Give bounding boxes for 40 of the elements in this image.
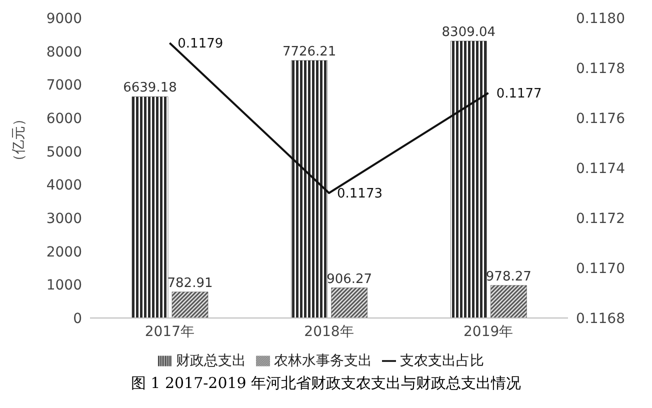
y-tick-label: 9000 bbox=[46, 10, 82, 27]
bar bbox=[172, 292, 208, 318]
y-tick-label: 5000 bbox=[46, 144, 82, 160]
y2-tick-label: 0.1170 bbox=[576, 260, 625, 277]
y2-tick-label: 0.1172 bbox=[576, 210, 625, 227]
y-tick-label: 1000 bbox=[46, 278, 82, 294]
y2-tick-label: 0.1178 bbox=[576, 60, 625, 77]
data-label: 6639.18 bbox=[123, 80, 177, 96]
y-tick-label: 7000 bbox=[46, 78, 82, 94]
y2-tick-label: 0.1168 bbox=[576, 310, 625, 327]
bar bbox=[132, 96, 168, 318]
bar bbox=[490, 285, 527, 318]
data-label: 0.1173 bbox=[337, 186, 382, 202]
legend-label: 财政总支出 bbox=[176, 353, 246, 369]
text: 图 1 2017-2019 年河北省财政支农支出与财政总支出情况 bbox=[130, 374, 522, 393]
x-tick-label: 2017年 bbox=[144, 324, 194, 340]
y2-tick-label: 0.1176 bbox=[576, 110, 626, 127]
y2-tick-label: 0.1180 bbox=[576, 10, 625, 27]
legend-label: 支农支出占比 bbox=[400, 353, 484, 369]
y-axis-title: （亿元） bbox=[10, 112, 27, 168]
y-tick-label: 2000 bbox=[46, 244, 82, 260]
x-tick-label: 2018年 bbox=[304, 324, 354, 340]
data-label: 0.1179 bbox=[178, 36, 224, 52]
data-label: 8309.04 bbox=[442, 25, 496, 40]
y2-tick-label: 0.1174 bbox=[576, 160, 626, 177]
data-label: 782.91 bbox=[167, 276, 213, 291]
bar bbox=[331, 288, 368, 318]
y-tick-label: 0 bbox=[73, 310, 82, 327]
y-tick-label: 4000 bbox=[46, 178, 82, 194]
data-label: 7726.21 bbox=[282, 44, 336, 60]
data-label: 978.27 bbox=[486, 269, 532, 284]
y-tick-label: 3000 bbox=[46, 210, 82, 227]
y-tick-label: 6000 bbox=[46, 110, 82, 127]
bar bbox=[291, 60, 328, 318]
y-tick-label: 8000 bbox=[46, 44, 82, 60]
data-label: 906.27 bbox=[326, 272, 372, 287]
data-label: 0.1177 bbox=[496, 86, 542, 102]
legend-label: 农林水事务支出 bbox=[274, 353, 372, 369]
bar bbox=[450, 40, 487, 318]
x-tick-label: 2019年 bbox=[464, 324, 514, 340]
